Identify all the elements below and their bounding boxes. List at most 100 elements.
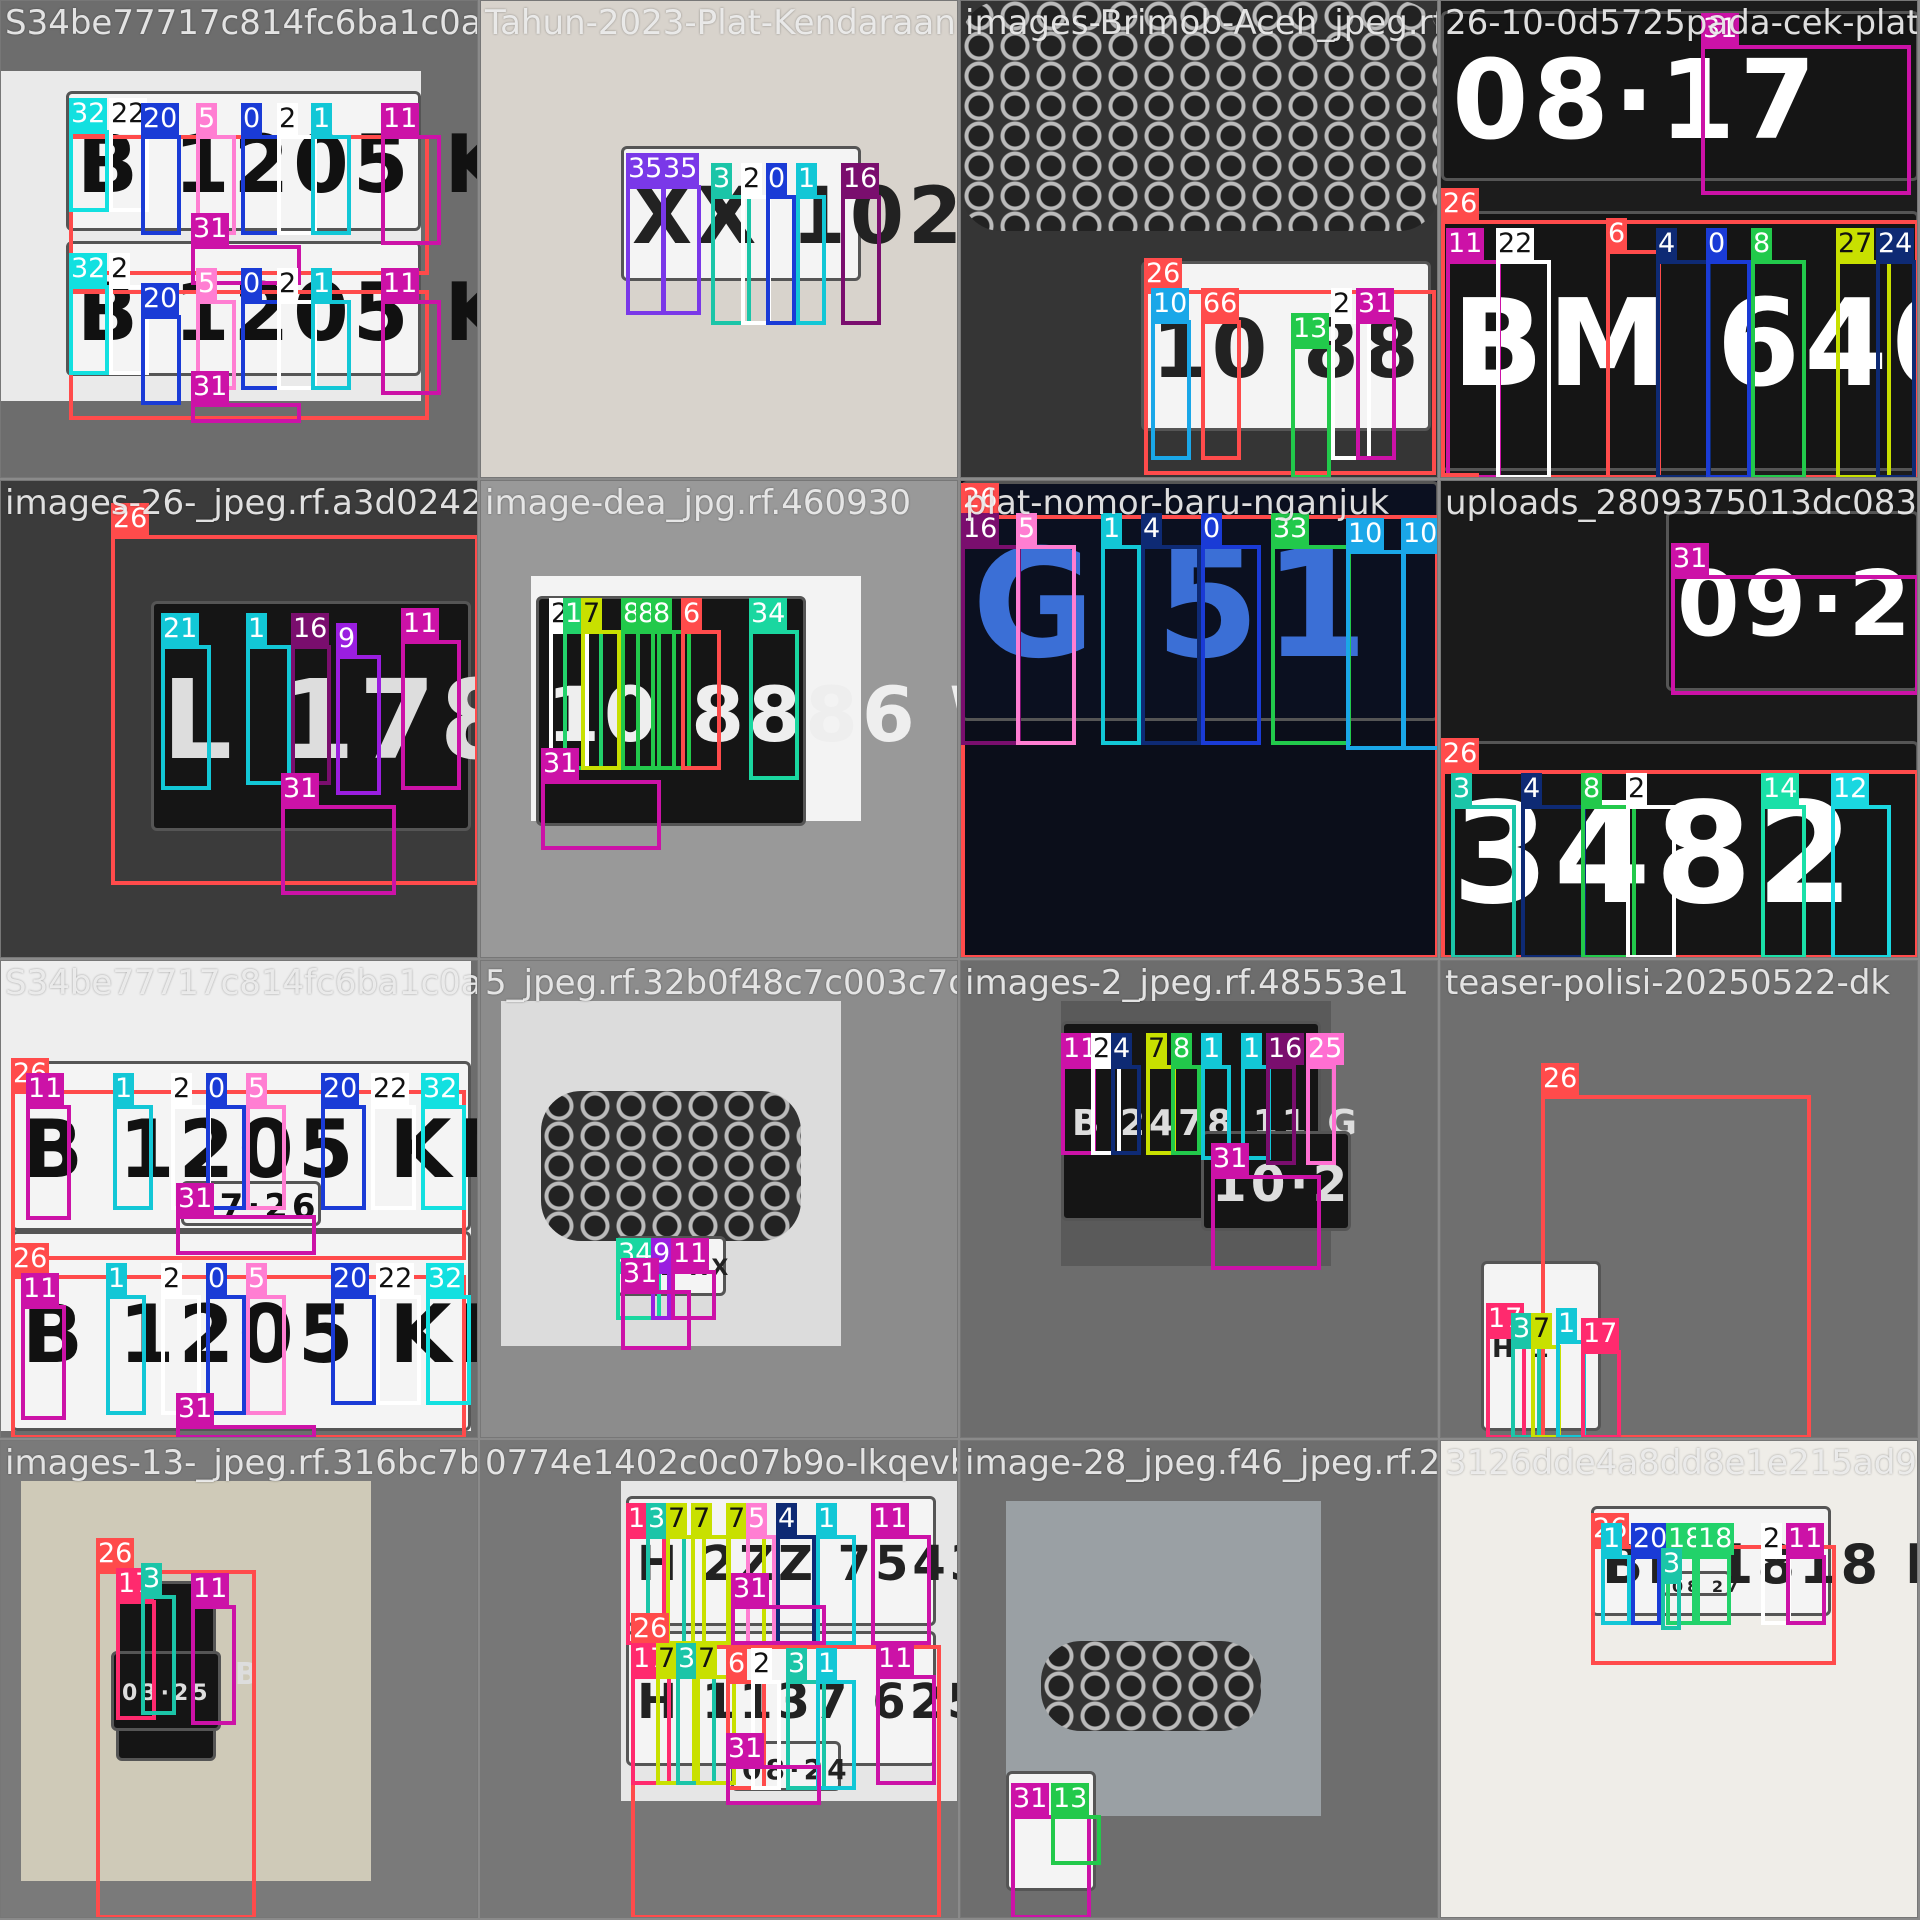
- class-label: 0: [206, 1073, 228, 1105]
- class-label: 2: [1626, 773, 1648, 805]
- detection-box: 1: [106, 1263, 146, 1415]
- detection-box: 11: [671, 1238, 716, 1320]
- detection-box: 32: [69, 98, 109, 212]
- class-label: 31: [1356, 288, 1395, 320]
- detection-box: 31: [1356, 288, 1396, 460]
- class-label: 31: [1011, 1783, 1050, 1815]
- class-label: 5: [246, 1263, 268, 1295]
- class-label: 16: [841, 163, 880, 195]
- detection-box: 11: [21, 1273, 66, 1420]
- detection-box: 1: [816, 1648, 856, 1790]
- class-label: 1: [1201, 1033, 1223, 1065]
- detection-box: 9: [336, 623, 381, 795]
- detection-box: 31: [726, 1733, 821, 1805]
- detection-box: 11: [26, 1073, 71, 1220]
- class-label: 5: [246, 1073, 268, 1105]
- image-filename: 5_jpeg.rf.32b0f48c7c003c7d: [485, 963, 958, 1003]
- class-label: 11: [381, 268, 420, 300]
- detection-box: 8: [1751, 228, 1806, 477]
- detection-box: 5: [1016, 513, 1076, 745]
- class-label: 22: [109, 98, 148, 130]
- plate-text: H 2ZZ 7543 B: [637, 1536, 957, 1593]
- detection-box: 0: [241, 103, 281, 235]
- class-label: 14: [1761, 773, 1800, 805]
- detection-box: 7: [666, 1503, 706, 1645]
- class-label: 27: [1836, 228, 1875, 260]
- detection-box: 31: [191, 371, 301, 423]
- detection-box: 13: [1291, 313, 1331, 477]
- class-label: 1: [796, 163, 818, 195]
- class-label: 4: [1656, 228, 1678, 260]
- image-filename: images-13-_jpeg.rf.316bc7b: [5, 1443, 478, 1483]
- class-label: 22: [1496, 228, 1535, 260]
- class-label: 1: [113, 1073, 135, 1105]
- class-label: 5: [196, 103, 218, 135]
- class-label: 32: [69, 253, 108, 285]
- tile: H 13 B03·252617311images-13-_jpeg.rf.316…: [0, 1440, 478, 1918]
- class-label: 7: [581, 598, 603, 630]
- class-label: 26: [1144, 258, 1183, 290]
- class-label: 4: [1521, 773, 1543, 805]
- class-label: 3: [711, 163, 733, 195]
- image-filename: images-Brimob-Aceh_jpeg.rf.a94adbf4c818: [965, 3, 1437, 43]
- class-label: 2: [161, 1263, 183, 1295]
- detection-box: 2: [1331, 288, 1371, 460]
- detection-box: 1: [113, 1073, 153, 1210]
- detection-box: 22: [371, 1073, 416, 1210]
- class-label: 3: [1661, 1548, 1683, 1580]
- class-label: 26: [1441, 188, 1480, 220]
- class-label: 35: [661, 153, 700, 185]
- class-label: 1: [1601, 1523, 1623, 1555]
- detection-box: 0: [241, 268, 281, 390]
- image-filename: images-26-_jpeg.rf.a3d0242: [5, 483, 478, 523]
- class-label: 20: [141, 283, 180, 315]
- class-label: 31: [281, 773, 320, 805]
- class-label: 13: [1291, 313, 1330, 345]
- detection-box: 31: [621, 1258, 691, 1350]
- tile: XX 1023 G3535320116Tahun-2023-Plat-Kenda…: [480, 0, 958, 478]
- class-label: 11: [381, 103, 420, 135]
- detection-box: 2: [109, 253, 149, 375]
- class-label: 1: [246, 613, 268, 645]
- detection-box: 7: [581, 598, 621, 770]
- detection-box: 20: [331, 1263, 376, 1405]
- class-label: 4: [1111, 1033, 1133, 1065]
- detection-box: 2: [277, 103, 317, 235]
- detection-box: 35: [661, 153, 701, 315]
- detection-box: 8: [1171, 1033, 1201, 1155]
- class-label: 1: [816, 1503, 838, 1535]
- class-label: 26: [1541, 1063, 1580, 1095]
- plate-text: L 1789 B: [162, 655, 477, 784]
- detection-box: 11: [1446, 228, 1501, 477]
- detection-box: 3: [1661, 1548, 1683, 1630]
- class-label: 26: [1441, 473, 1480, 477]
- detection-box: 21: [161, 613, 211, 790]
- class-label: 16: [291, 613, 330, 645]
- detection-box: 4: [1141, 513, 1201, 745]
- class-label: 31: [621, 1258, 660, 1290]
- class-label: 11: [21, 1273, 60, 1305]
- detection-box: 11: [191, 1573, 236, 1725]
- class-label: 31: [191, 371, 230, 403]
- detection-box: 8: [1581, 773, 1636, 957]
- detection-box: 31: [731, 1573, 826, 1645]
- detection-box: 1: [796, 163, 826, 325]
- detection-box: 26: [111, 503, 477, 885]
- plate-text: 08·17: [1452, 35, 1820, 164]
- class-label: 26: [1441, 738, 1480, 770]
- image-filename: image-dea_jpg.rf.460930: [485, 483, 911, 523]
- class-label: 17: [1581, 1318, 1620, 1350]
- class-label: 20: [321, 1073, 360, 1105]
- class-label: 10: [1346, 518, 1385, 550]
- class-label: 31: [1671, 543, 1710, 575]
- class-label: 33: [1271, 513, 1310, 545]
- detection-box: 31: [1701, 13, 1911, 195]
- class-label: 4: [776, 1503, 798, 1535]
- class-label: 1: [816, 1648, 838, 1680]
- detection-box: 33: [1271, 513, 1351, 745]
- class-label: 21: [161, 613, 200, 645]
- class-label: 3: [676, 1643, 698, 1675]
- detection-box: 7: [696, 1643, 736, 1785]
- class-label: 32: [421, 1073, 460, 1105]
